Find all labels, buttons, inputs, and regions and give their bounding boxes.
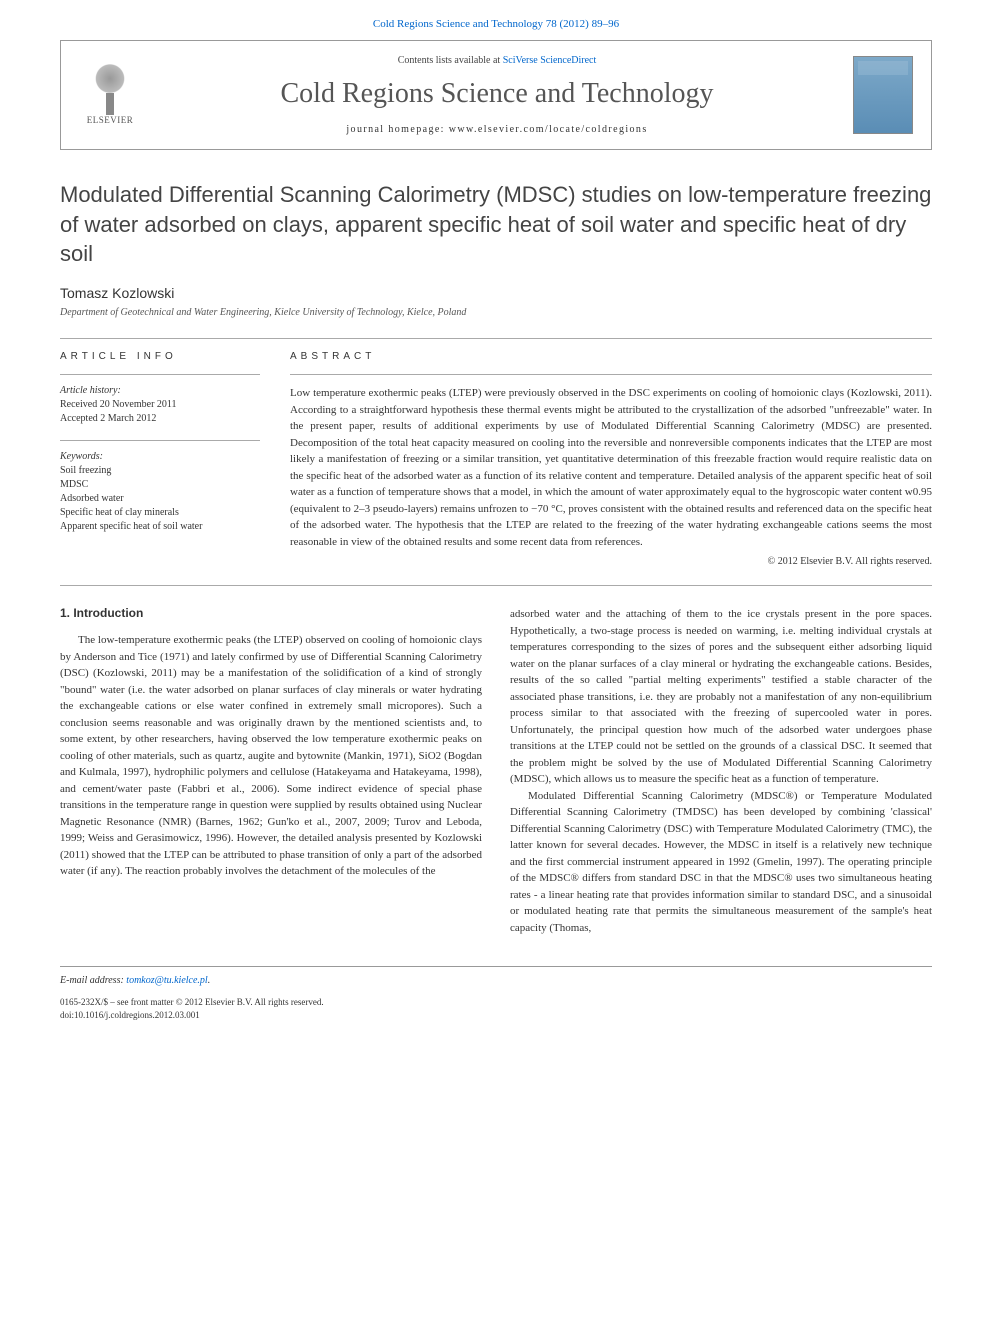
divider-kw [60, 440, 260, 441]
abstract-copyright: © 2012 Elsevier B.V. All rights reserved… [290, 556, 932, 567]
corresponding-email: E-mail address: tomkoz@tu.kielce.pl. [60, 975, 932, 986]
accepted-date: Accepted 2 March 2012 [60, 413, 156, 424]
keywords-list: Soil freezing MDSC Adsorbed water Specif… [60, 464, 260, 534]
contents-prefix: Contents lists available at [398, 55, 500, 66]
abstract-text: Low temperature exothermic peaks (LTEP) … [290, 385, 932, 550]
page-footer: E-mail address: tomkoz@tu.kielce.pl. 016… [60, 966, 932, 1021]
contents-line: Contents lists available at SciVerse Sci… [159, 55, 835, 66]
divider-info [60, 374, 260, 375]
intro-para-1: The low-temperature exothermic peaks (th… [60, 632, 482, 880]
journal-homepage: journal homepage: www.elsevier.com/locat… [159, 124, 835, 135]
keyword: Apparent specific heat of soil water [60, 521, 202, 532]
history-label: Article history: [60, 385, 260, 396]
abstract-head: ABSTRACT [290, 351, 932, 362]
meta-section: ARTICLE INFO Article history: Received 2… [60, 351, 932, 567]
doi-line: doi:10.1016/j.coldregions.2012.03.001 [60, 1010, 200, 1020]
elsevier-label: ELSEVIER [87, 115, 134, 125]
journal-name: Cold Regions Science and Technology [159, 78, 835, 110]
history-dates: Received 20 November 2011 Accepted 2 Mar… [60, 398, 260, 426]
elsevier-logo: ELSEVIER [79, 59, 141, 131]
intro-para-3: Modulated Differential Scanning Calorime… [510, 788, 932, 937]
email-link[interactable]: tomkoz@tu.kielce.pl [126, 975, 207, 986]
footer-copyright: 0165-232X/$ – see front matter © 2012 El… [60, 996, 932, 1021]
keywords-label: Keywords: [60, 451, 260, 462]
author-affiliation: Department of Geotechnical and Water Eng… [60, 307, 932, 318]
divider-top [60, 338, 932, 339]
author-name: Tomasz Kozlowski [60, 285, 932, 301]
intro-head: 1. Introduction [60, 606, 482, 620]
article-info-head: ARTICLE INFO [60, 351, 260, 362]
body-col-left: 1. Introduction The low-temperature exot… [60, 606, 482, 936]
journal-header-box: ELSEVIER Contents lists available at Sci… [60, 40, 932, 150]
citation-link[interactable]: Cold Regions Science and Technology 78 (… [373, 18, 619, 30]
article-title: Modulated Differential Scanning Calorime… [60, 180, 932, 269]
top-citation-link: Cold Regions Science and Technology 78 (… [0, 0, 992, 40]
body-col-right: adsorbed water and the attaching of them… [510, 606, 932, 936]
header-center: Contents lists available at SciVerse Sci… [159, 55, 835, 135]
divider-abs [290, 374, 932, 375]
journal-cover-thumb [853, 56, 913, 134]
abstract-col: ABSTRACT Low temperature exothermic peak… [290, 351, 932, 567]
email-label: E-mail address: [60, 975, 124, 986]
sciencedirect-link[interactable]: SciVerse ScienceDirect [503, 55, 597, 66]
keyword: Adsorbed water [60, 493, 124, 504]
article-info-col: ARTICLE INFO Article history: Received 2… [60, 351, 260, 567]
keyword: Soil freezing [60, 465, 111, 476]
received-date: Received 20 November 2011 [60, 399, 177, 410]
keyword: MDSC [60, 479, 88, 490]
keyword: Specific heat of clay minerals [60, 507, 179, 518]
elsevier-tree-icon [82, 59, 138, 115]
intro-para-2: adsorbed water and the attaching of them… [510, 606, 932, 788]
divider-mid [60, 585, 932, 586]
issn-line: 0165-232X/$ – see front matter © 2012 El… [60, 997, 324, 1007]
body-columns: 1. Introduction The low-temperature exot… [60, 606, 932, 936]
